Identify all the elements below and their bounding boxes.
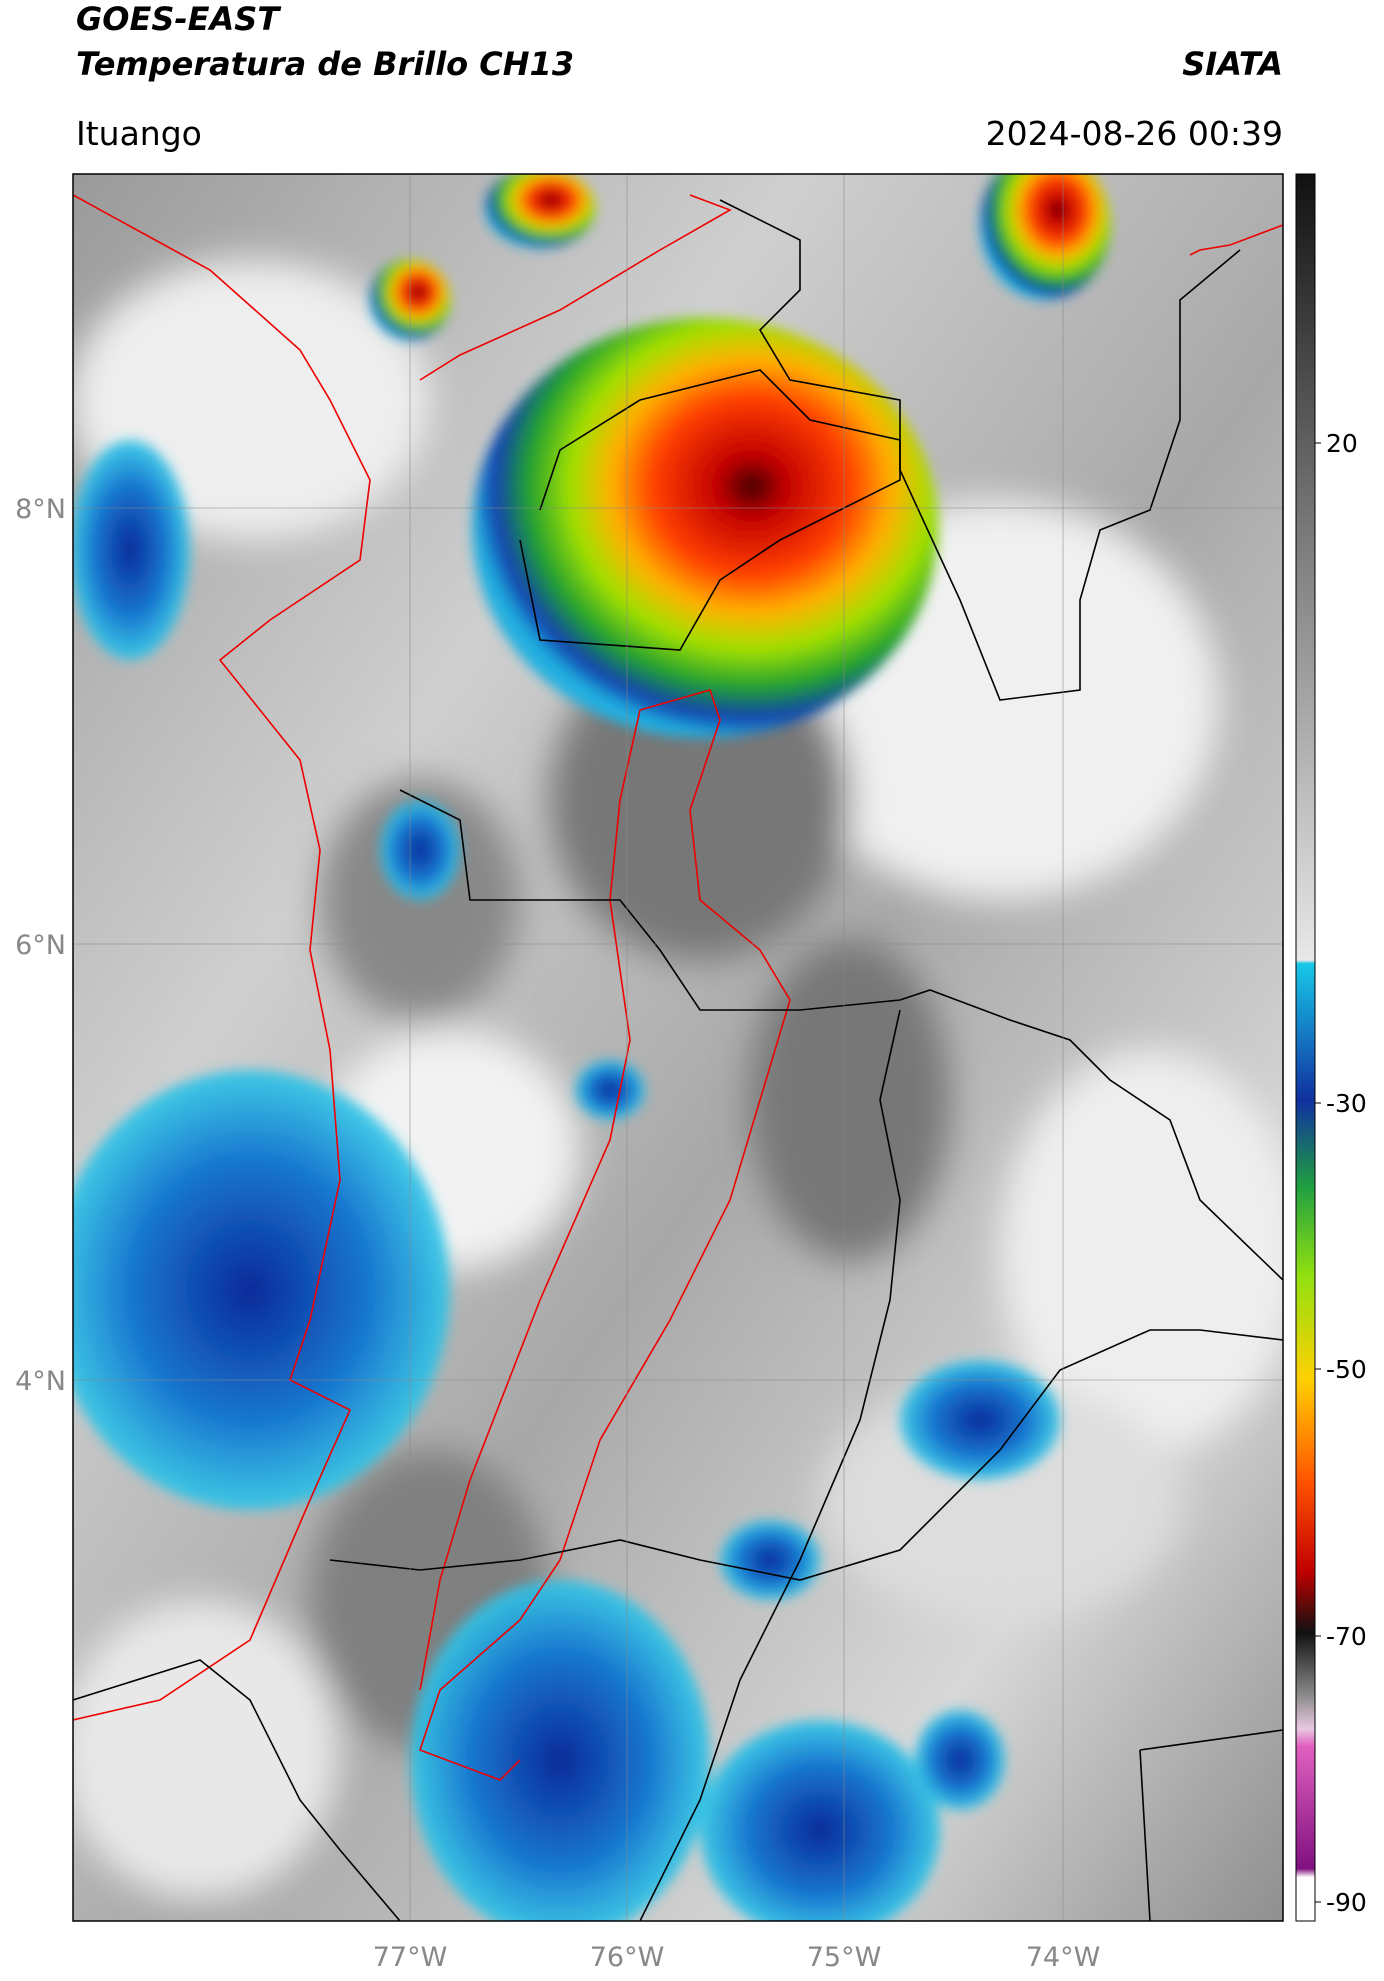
- lat-label: 6°N: [15, 930, 66, 961]
- colorbar-label: -70: [1326, 1622, 1367, 1651]
- lat-label: 8°N: [15, 494, 66, 525]
- lat-label: 4°N: [15, 1366, 66, 1397]
- map-frame: [72, 173, 1284, 1922]
- borders: [73, 194, 1283, 1921]
- map: [73, 174, 1283, 1921]
- colorbar: [1295, 173, 1316, 1922]
- cold-cloud-tops: [73, 174, 1110, 1921]
- subtitle: Temperatura de Brillo CH13: [76, 45, 574, 83]
- location: Ituango: [76, 114, 202, 153]
- colorbar-label: -50: [1326, 1355, 1367, 1384]
- title: GOES-EAST: [76, 0, 281, 38]
- colorbar-label: -90: [1326, 1888, 1367, 1917]
- colorbar-ticks: [1315, 442, 1321, 1903]
- graticule: [73, 174, 1283, 1921]
- colorbar-label: 20: [1326, 429, 1358, 458]
- agency: SIATA: [1182, 45, 1283, 83]
- lon-label: 75°W: [807, 1942, 882, 1973]
- lon-label: 77°W: [373, 1942, 448, 1973]
- colorbar-label: -30: [1326, 1089, 1367, 1118]
- lon-label: 74°W: [1026, 1942, 1101, 1973]
- lon-label: 76°W: [590, 1942, 665, 1973]
- timestamp: 2024-08-26 00:39: [986, 114, 1283, 153]
